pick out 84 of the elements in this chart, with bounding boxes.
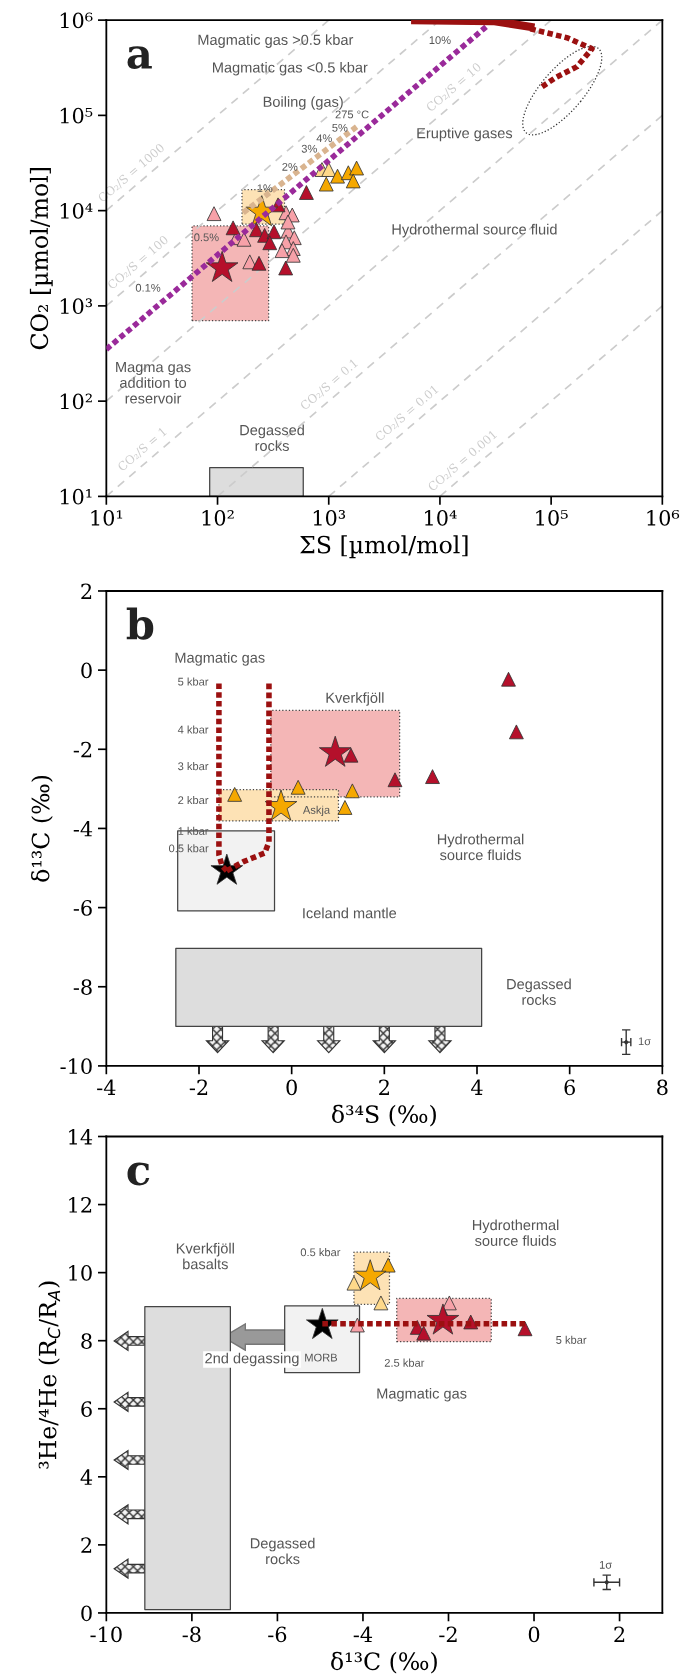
x-axis-title: δ³⁴S (‰) [332,1104,436,1127]
x-tick-label: 0 [286,1079,297,1096]
annotation: Degassed rocks [250,1537,315,1565]
annotation: 2 kbar [178,795,209,805]
annotation: Hydrothermal source fluids [437,833,524,861]
x-tick-label: 10³ [313,509,346,526]
annotation: 3 kbar [178,761,209,771]
annotation: Eruptive gases [417,127,513,142]
annotation: 3% [301,144,317,153]
y-tick-label: -6 [73,900,92,916]
y-tick-label: -2 [73,741,92,758]
chart-title: b [126,607,154,640]
annotation: 2% [282,162,298,171]
x-tick-label: 4 [471,1079,483,1095]
x-tick-label: -2 [439,1626,457,1642]
annotation: 5% [332,123,348,132]
x-axis-title: ΣS [µmol/mol] [300,535,468,559]
y-tick-label: 10⁵ [60,107,93,124]
annotation: 4 kbar [177,725,209,734]
y-axis-title: ³He/⁴He (R$_{C}$/R$_{A}$) [38,1281,61,1469]
y-tick-label: 8 [81,1333,92,1349]
y-tick-label: 10³ [60,298,93,315]
y-tick-label: 12 [69,1197,92,1213]
annotation: Magma gas addition to reservoir [116,362,191,404]
annotation: Magmatic gas <0.5 kbar [213,61,368,76]
annotation: 1σ [599,1561,612,1569]
y-tick-label: 14 [69,1128,93,1145]
chart-title: a [127,46,152,70]
annotation: Kverkfjöll basalts [176,1242,234,1270]
x-tick-label: 0 [528,1626,540,1643]
y-axis-title: CO₂ [µmol/mol] [29,168,53,350]
x-tick-label: 10⁵ [536,509,568,526]
annotation: 275 °C [335,110,369,119]
annotation: 5 kbar [556,1335,587,1344]
annotation: 1% [257,184,273,193]
annotation: Degassed rocks [507,978,571,1006]
annotation: Hydrothermal source fluids [472,1219,559,1246]
y-tick-label: -8 [73,979,92,995]
annotation: 4% [316,134,332,143]
annotation: Askja [302,805,331,817]
x-axis-title: δ¹³C (‰) [331,1651,437,1674]
x-tick-label: 6 [564,1079,575,1096]
x-tick-label: 10⁴ [425,509,457,526]
y-tick-label: 6 [81,1401,92,1417]
x-tick-label: -8 [182,1626,201,1643]
y-tick-label: 10⁶ [60,12,93,29]
annotation: 0.5 kbar [300,1248,341,1257]
x-tick-label: -4 [97,1079,116,1095]
annotation: Degassed rocks [240,424,304,452]
annotation: MORB [305,1353,338,1362]
x-tick-label: 10⁶ [647,509,680,526]
annotation: Hydrothermal source fluid [392,223,557,238]
x-tick-label: -6 [268,1626,287,1643]
y-tick-label: -10 [60,1058,92,1075]
y-axis-title: δ¹³C (‰) [31,775,53,882]
x-tick-label: -4 [353,1626,373,1642]
y-tick-label: 10 [69,1265,92,1281]
annotation: 2.5 kbar [384,1358,425,1367]
annotation: 2nd degassing [205,1352,299,1367]
y-tick-label: 10¹ [60,488,92,505]
x-tick-label: 10² [202,509,234,526]
annotation: Magmatic gas [377,1387,467,1402]
y-tick-label: 2 [81,1537,92,1553]
y-tick-label: 0 [81,1605,92,1622]
annotation: Magmatic gas >0.5 kbar [198,34,354,48]
y-tick-label: 10⁴ [60,203,93,219]
y-tick-label: -4 [73,820,93,837]
y-tick-label: 10² [60,393,92,410]
x-tick-label: 8 [657,1079,668,1096]
chart-title: c [127,1162,150,1186]
annotation: 10% [429,36,451,45]
annotation: Magmatic gas [175,652,265,666]
annotation: 1σ [638,1037,651,1046]
annotation: Iceland mantle [303,907,397,919]
y-tick-label: 4 [80,1469,93,1485]
y-tick-label: 0 [81,662,92,679]
x-tick-label: 2 [614,1626,625,1642]
annotation: Kverkfjöll [326,692,384,706]
x-tick-label: -2 [189,1079,208,1095]
x-tick-label: 2 [379,1079,389,1095]
annotation: 5 kbar [178,677,209,686]
annotation: Boiling (gas) [263,96,343,110]
annotation: 0.5% [194,233,219,242]
y-tick-label: 2 [81,583,92,599]
